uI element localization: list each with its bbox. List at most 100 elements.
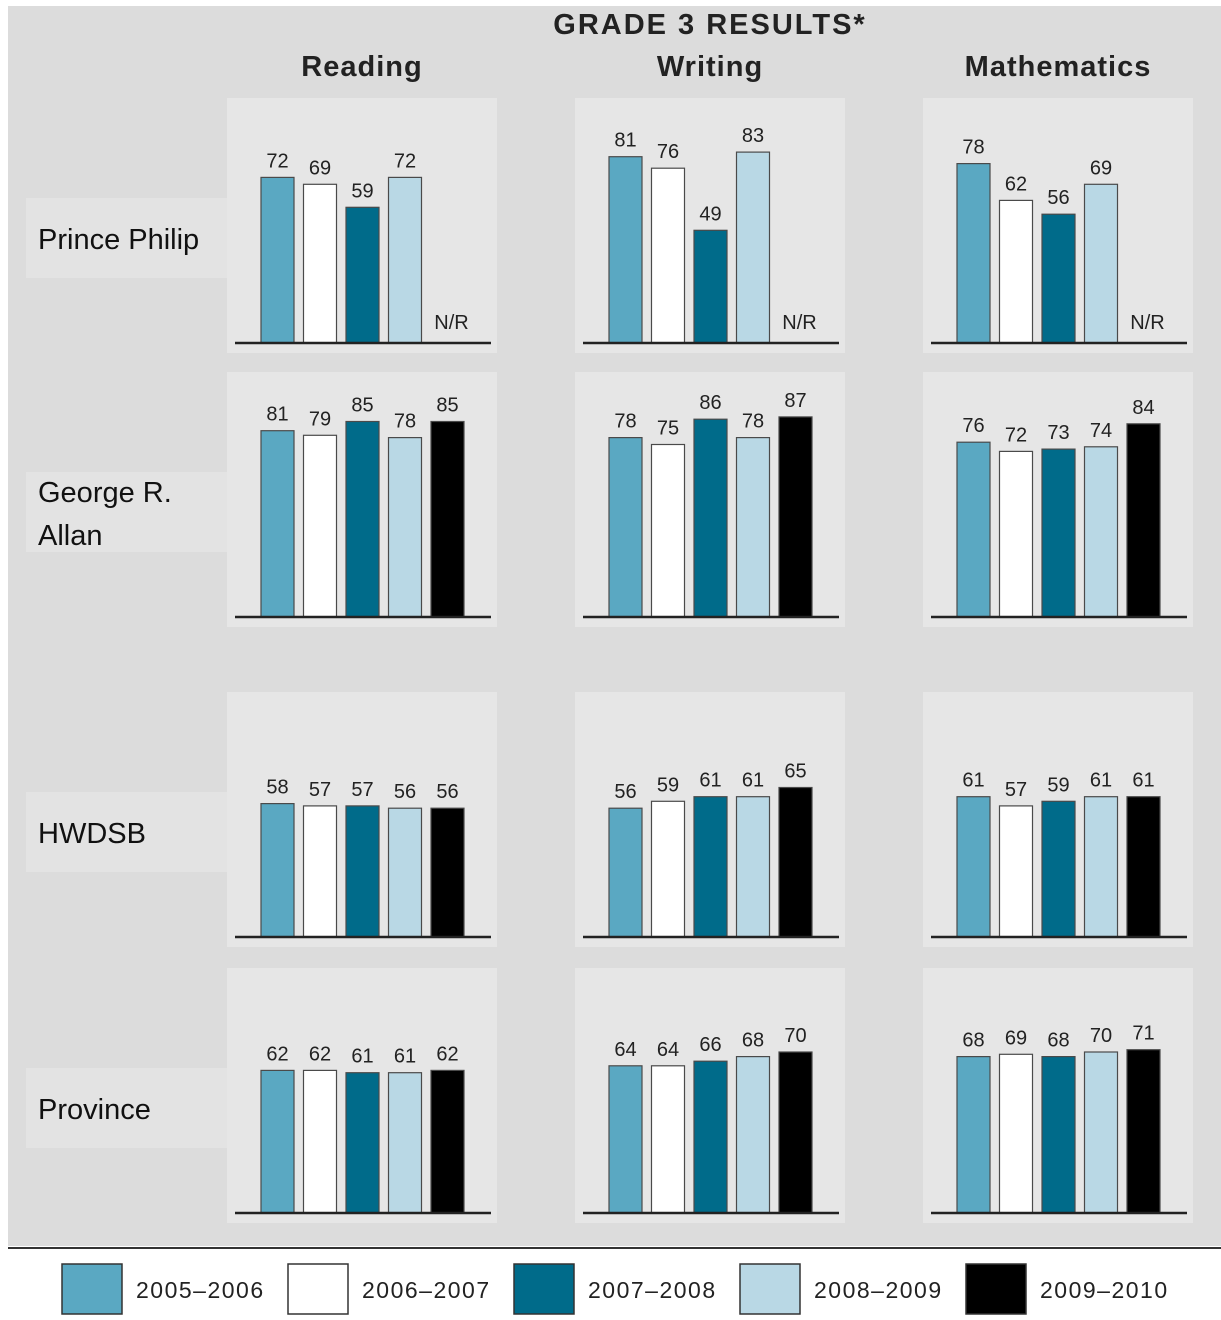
bar-2007-2008	[1041, 448, 1076, 618]
bar-2005-2006	[956, 1055, 991, 1214]
panel-hwdsb-mathematics: 61 57 59 61 61	[923, 692, 1193, 947]
bar-2008-2009	[735, 1055, 771, 1214]
data-label: 79	[309, 408, 331, 430]
bar-2005-2006	[956, 796, 991, 938]
bar-2009-2010	[430, 420, 465, 618]
row-label-line: George R.	[38, 477, 172, 509]
data-label: 65	[784, 761, 806, 783]
bar-2008-2009	[1083, 446, 1119, 618]
bar-2009-2010	[778, 1051, 813, 1214]
data-label: 59	[1047, 774, 1069, 796]
data-label: 78	[962, 137, 984, 159]
data-label: 68	[742, 1030, 764, 1052]
chart-title: GRADE 3 RESULTS*	[553, 9, 866, 41]
bar-2008-2009	[387, 807, 423, 938]
data-label: 72	[1005, 424, 1027, 446]
data-label: 59	[351, 180, 373, 202]
data-label: 57	[351, 779, 373, 801]
bar-2005-2006	[956, 441, 991, 618]
missing-data-label: N/R	[1130, 312, 1164, 334]
data-label: 64	[614, 1039, 636, 1061]
bar-2009-2010	[430, 1069, 465, 1214]
bar-2006-2007	[650, 443, 686, 618]
row-label-line: Province	[38, 1094, 151, 1126]
bar-2006-2007	[650, 1065, 686, 1214]
legend-swatch	[287, 1263, 349, 1315]
row-label-hwdsb: HWDSB	[26, 792, 234, 872]
data-label: 71	[1132, 1023, 1154, 1045]
data-label: 83	[742, 125, 764, 147]
data-label: 59	[657, 774, 679, 796]
row-label-george-r-allan: George R. Allan	[26, 472, 234, 552]
data-label: 85	[351, 395, 373, 417]
bar-2008-2009	[1083, 1051, 1119, 1214]
data-label: 84	[1132, 397, 1154, 419]
bar-2008-2009	[735, 437, 771, 618]
bar-2007-2008	[345, 420, 380, 618]
panel-province-mathematics: 68 69 68 70 71	[923, 968, 1193, 1223]
data-label: 49	[699, 203, 721, 225]
row-label-province: Province	[26, 1068, 234, 1148]
panel-hwdsb-reading: 58 57 57 56 56	[227, 692, 497, 947]
row-label-text: George R. Allan	[38, 477, 172, 552]
legend-label: 2008–2009	[814, 1277, 943, 1303]
panel-province-reading: 62 62 61 61 62	[227, 968, 497, 1223]
bar-2007-2008	[1041, 1055, 1076, 1214]
bar-2006-2007	[302, 183, 338, 344]
data-label: 75	[657, 418, 679, 440]
data-label: 69	[309, 157, 331, 179]
data-label: 56	[1047, 187, 1069, 209]
row-label-text: Prince Philip	[38, 224, 199, 256]
data-label: 74	[1090, 420, 1112, 442]
data-label: 64	[657, 1039, 679, 1061]
data-label: 72	[394, 150, 416, 172]
data-label: 78	[742, 411, 764, 433]
bar-2006-2007	[302, 434, 338, 618]
legend-item-2008-2009: 2008–2009	[739, 1263, 943, 1315]
bar-2005-2006	[260, 176, 295, 344]
bar-2006-2007	[650, 167, 686, 344]
bar-2006-2007	[302, 805, 338, 938]
subject-header-writing: Writing	[657, 51, 763, 83]
bar-2009-2010	[778, 416, 813, 618]
data-label: 86	[699, 392, 721, 414]
legend-label: 2006–2007	[362, 1277, 491, 1303]
panel-prince-philip-reading: 72 69 59 72 N/R	[227, 98, 497, 353]
legend-swatch	[513, 1263, 575, 1315]
bar-2005-2006	[608, 437, 643, 618]
legend-divider	[8, 1247, 1221, 1249]
bar-2009-2010	[778, 786, 813, 938]
bar-2005-2006	[260, 802, 295, 938]
bar-2009-2010	[1126, 1049, 1161, 1214]
bar-2009-2010	[1126, 796, 1161, 938]
data-label: 62	[1005, 173, 1027, 195]
bar-2008-2009	[387, 176, 423, 344]
data-label: 76	[657, 141, 679, 163]
bar-2006-2007	[998, 1053, 1034, 1214]
subject-header-reading: Reading	[301, 51, 422, 83]
data-label: 62	[436, 1043, 458, 1065]
data-label: 69	[1005, 1027, 1027, 1049]
data-label: 56	[614, 781, 636, 803]
data-label: 62	[266, 1043, 288, 1065]
legend-item-2009-2010: 2009–2010	[965, 1263, 1167, 1315]
bar-2006-2007	[998, 450, 1034, 618]
data-label: 78	[394, 411, 416, 433]
row-label-prince-philip: Prince Philip	[26, 198, 234, 278]
data-label: 70	[1090, 1025, 1112, 1047]
row-label-line: Prince Philip	[38, 224, 199, 256]
bar-2005-2006	[260, 1069, 295, 1214]
bar-2008-2009	[735, 796, 771, 938]
panel-george-r-allan-reading: 81 79 85 78 85	[227, 372, 497, 627]
legend-item-2007-2008: 2007–2008	[513, 1263, 715, 1315]
data-label: 61	[699, 770, 721, 792]
subject-header-mathematics: Mathematics	[965, 51, 1152, 83]
data-label: 73	[1047, 422, 1069, 444]
data-label: 70	[784, 1025, 806, 1047]
panel-province-writing: 64 64 66 68 70	[575, 968, 845, 1223]
data-label: 62	[309, 1043, 331, 1065]
row-label-box	[26, 472, 234, 552]
data-label: 61	[351, 1046, 373, 1068]
bar-2007-2008	[345, 1072, 380, 1214]
